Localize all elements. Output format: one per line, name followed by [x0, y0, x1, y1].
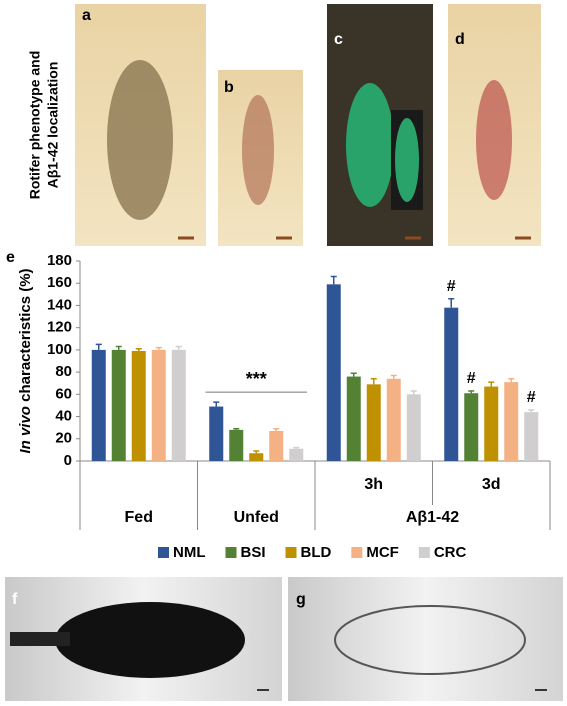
legend-label: NML: [173, 544, 206, 561]
y-tick-label: 120: [47, 319, 72, 336]
bar: [229, 429, 244, 461]
legend-label: MCF: [366, 544, 399, 561]
panel-label: f: [12, 591, 18, 608]
bar: [504, 382, 519, 461]
error-bar: [330, 275, 337, 285]
error-bar: [273, 428, 280, 431]
y-tick-label: 80: [55, 363, 72, 380]
bar: [289, 448, 304, 461]
legend-swatch: [418, 547, 430, 558]
annotation: #: [527, 389, 536, 406]
y-tick-label: 0: [64, 452, 72, 469]
legend-swatch: [158, 547, 169, 558]
x-tick-label: 3d: [482, 476, 501, 493]
bar: [91, 349, 106, 461]
error-bar: [115, 345, 122, 350]
panel-label: a: [82, 7, 91, 24]
panel-label: e: [6, 249, 15, 266]
bar: [326, 284, 341, 461]
bar: [484, 386, 499, 461]
panel-label: d: [455, 31, 465, 48]
error-bar: [528, 409, 535, 413]
error-bar: [155, 346, 162, 350]
error-bar: [468, 390, 475, 394]
y-tick-label: 40: [55, 408, 72, 425]
error-bar: [213, 401, 220, 407]
legend-swatch: [285, 547, 297, 558]
bar: [249, 453, 264, 461]
y-axis-label-part: characteristics (%): [17, 268, 34, 401]
panel-label: c: [334, 31, 343, 48]
error-bar: [233, 428, 240, 430]
bar: [346, 376, 361, 461]
bar: [386, 378, 401, 461]
legend-label: CRC: [434, 544, 467, 561]
y-tick-label: 160: [47, 274, 72, 291]
bar: [366, 384, 381, 461]
bar: [269, 431, 284, 461]
error-bar: [370, 378, 377, 385]
y-tick-label: 180: [47, 252, 72, 269]
error-bar: [95, 343, 102, 350]
error-bar: [135, 348, 142, 351]
y-axis-label-part: In vivo: [17, 406, 34, 454]
bar: [151, 349, 166, 461]
y-tick-label: 100: [47, 341, 72, 358]
x-tick-label: Fed: [125, 509, 153, 526]
bar: [406, 394, 421, 461]
legend-swatch: [351, 547, 363, 558]
side-label: Rotifer phenotype and: [27, 51, 43, 200]
legend-label: BSI: [241, 544, 266, 561]
side-label: Aβ1-42 localization: [45, 62, 61, 189]
error-bar: [253, 450, 260, 454]
photos: [5, 4, 563, 701]
annotation: #: [467, 370, 476, 387]
error-bar: [390, 374, 397, 379]
annotation: #: [447, 278, 456, 295]
y-tick-label: 20: [55, 430, 72, 447]
bar: [111, 349, 126, 461]
error-bar: [508, 378, 515, 383]
y-tick-label: 140: [47, 296, 72, 313]
panel-label: b: [224, 79, 234, 96]
panel-label: g: [296, 591, 306, 608]
group-label: Aβ1-42: [406, 509, 459, 526]
bar: [524, 412, 539, 461]
bar: [464, 393, 479, 461]
annotation: ***: [246, 369, 267, 389]
x-tick-label: Unfed: [234, 509, 279, 526]
error-bar: [175, 345, 182, 350]
error-bar: [448, 298, 455, 308]
legend-swatch: [225, 547, 237, 558]
error-bar: [350, 372, 357, 377]
bar: [131, 351, 146, 461]
legend-label: BLD: [301, 544, 332, 561]
error-bar: [488, 381, 495, 387]
error-bar: [410, 390, 417, 395]
bar: [209, 406, 224, 461]
bar: [171, 349, 186, 461]
x-tick-label: 3h: [364, 476, 383, 493]
y-axis-label: In vivo characteristics (%): [17, 268, 34, 453]
y-tick-label: 60: [55, 385, 72, 402]
bar: [444, 307, 459, 461]
error-bar: [293, 446, 300, 449]
